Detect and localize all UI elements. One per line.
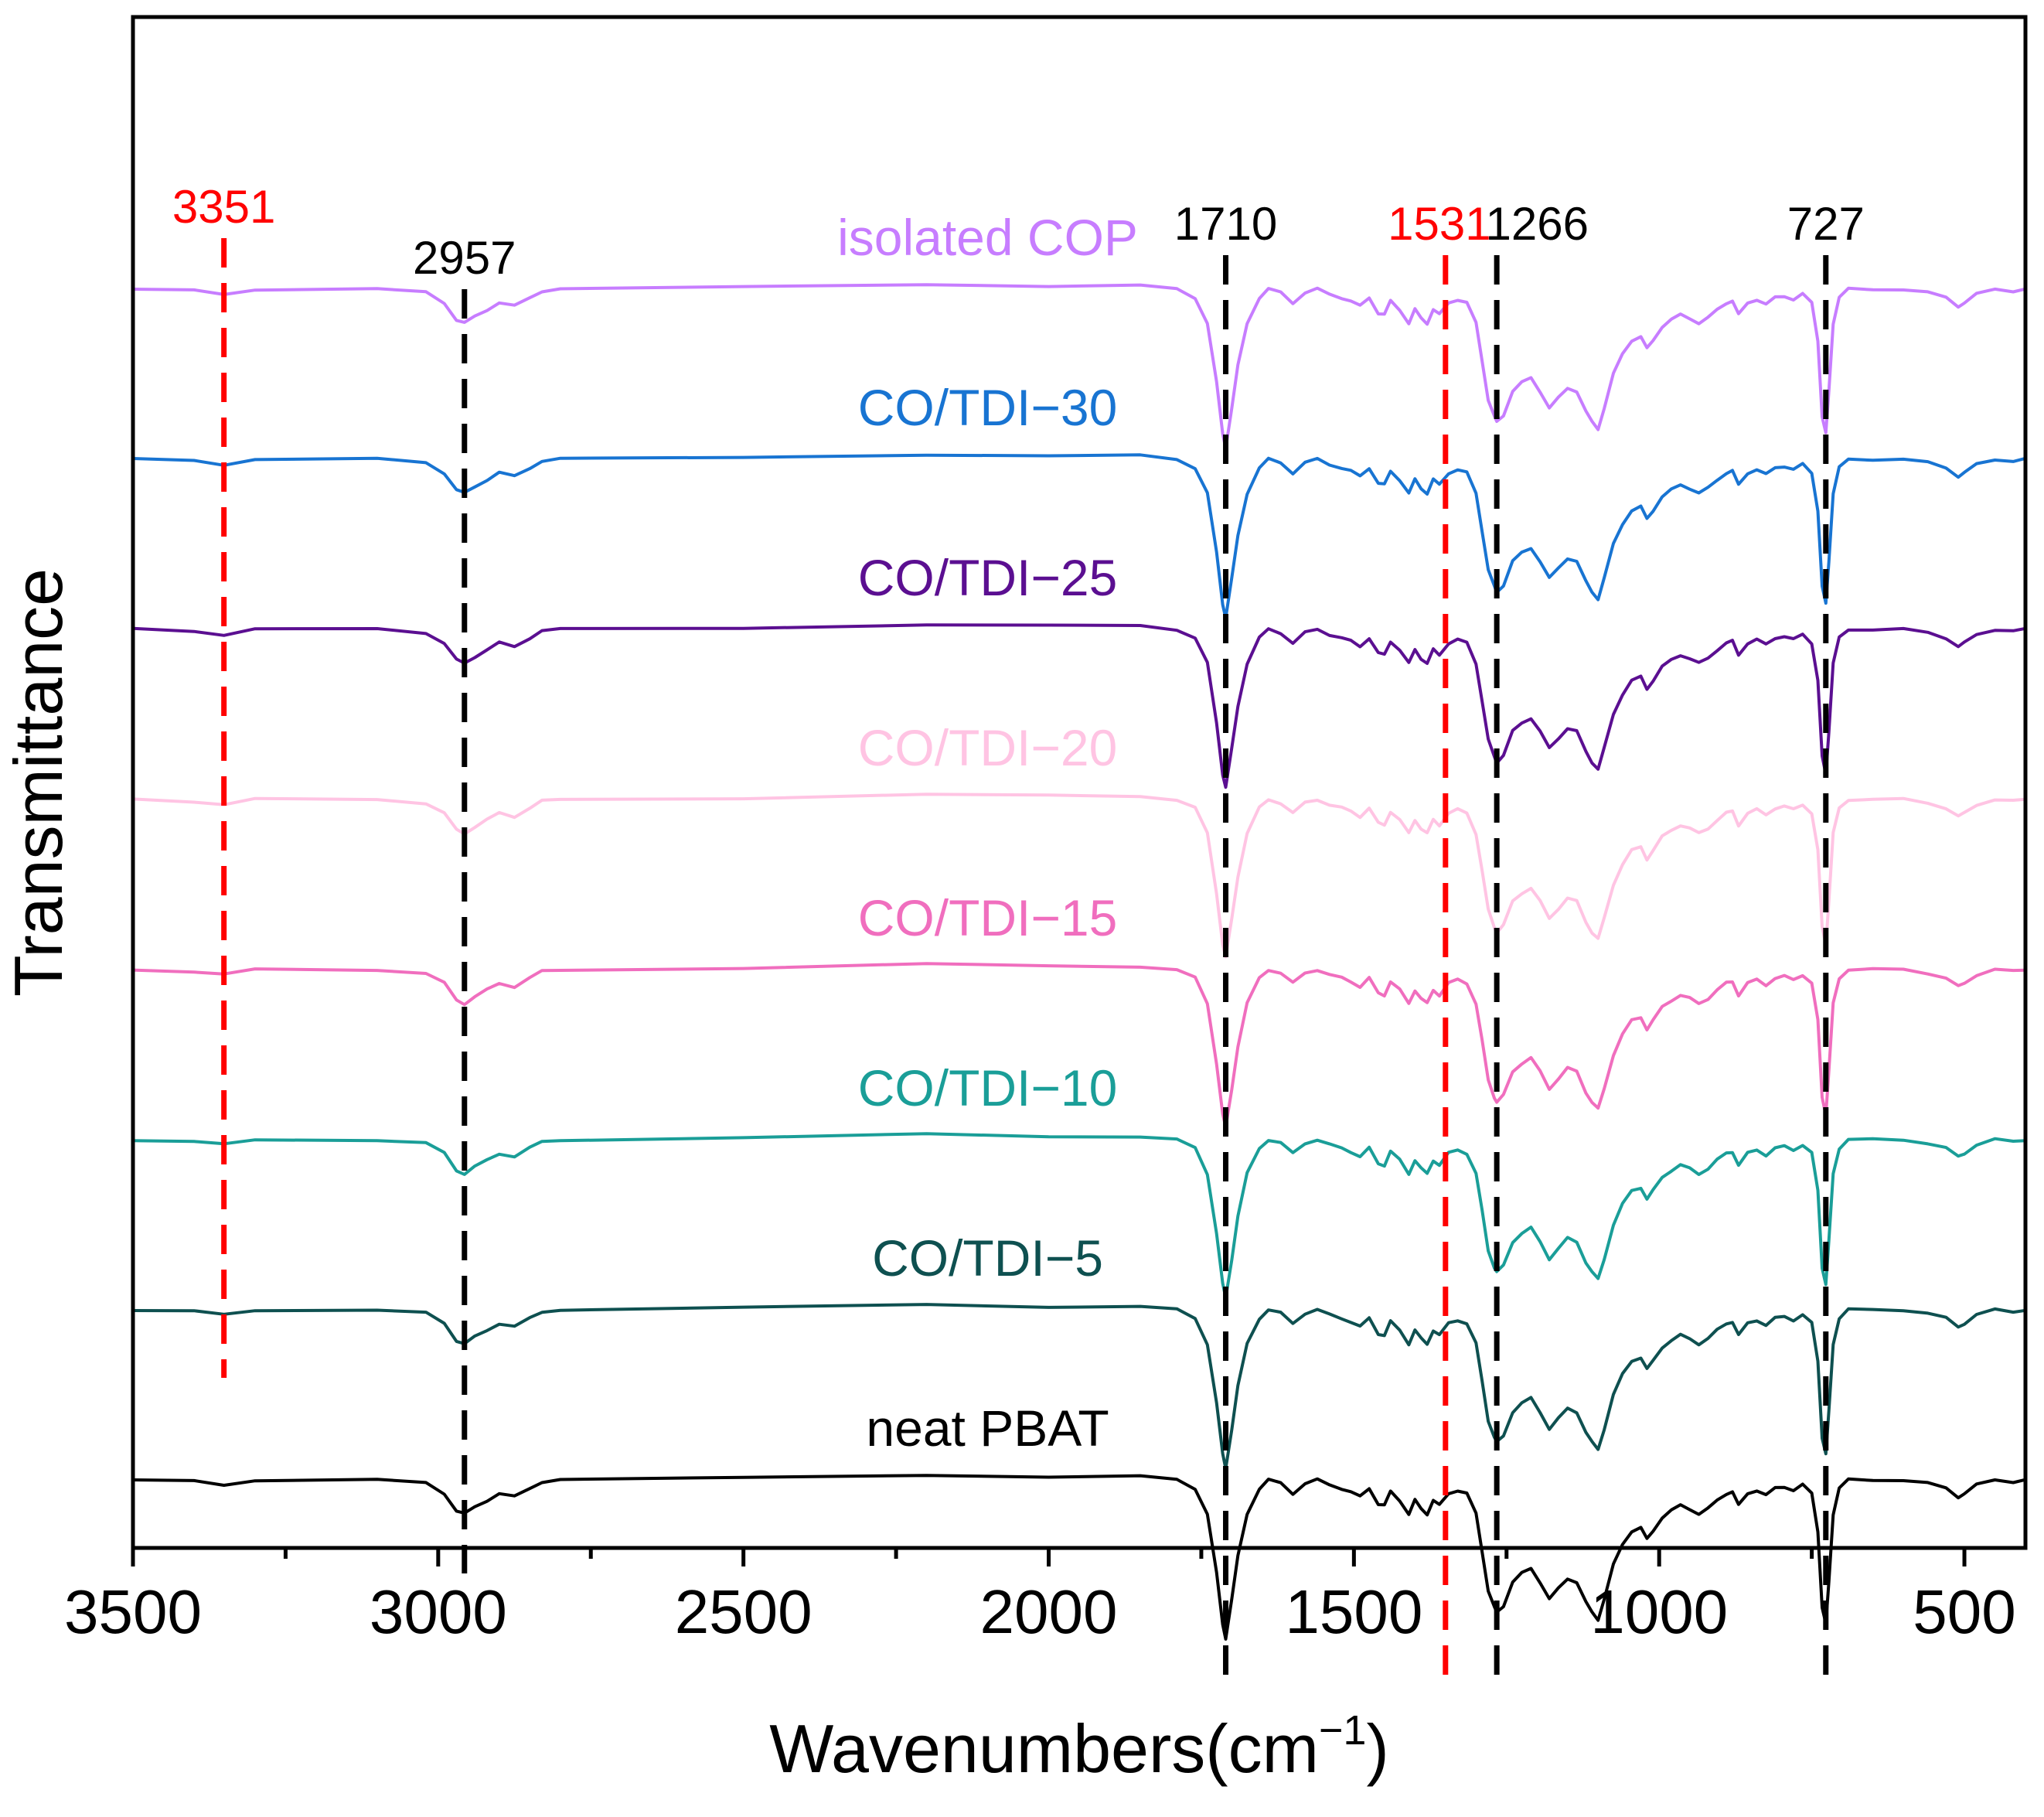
series-line-neat-pbat <box>132 1474 2026 1641</box>
x-tick-label-2000: 2000 <box>980 1577 1118 1646</box>
series-label-co-tdi-15: CO/TDI−15 <box>858 889 1118 946</box>
series-label-co-tdi-10: CO/TDI−10 <box>858 1059 1118 1116</box>
reference-label-1266: 1266 <box>1486 198 1589 250</box>
series-label-isolated-cop: isolated COP <box>837 209 1138 266</box>
reference-label-1531: 1531 <box>1388 198 1490 250</box>
x-axis-label: Wavenumbers(cm−1) <box>769 1707 1389 1787</box>
series-line-co-tdi-30 <box>132 453 2026 620</box>
x-tick-label-2500: 2500 <box>675 1577 812 1646</box>
series-label-co-tdi-5: CO/TDI−5 <box>872 1229 1103 1287</box>
reference-label-2957: 2957 <box>413 232 516 284</box>
x-axis-ticks <box>131 1548 1967 1566</box>
series-label-co-tdi-20: CO/TDI−20 <box>858 719 1118 776</box>
series-label-co-tdi-30: CO/TDI−30 <box>858 379 1118 436</box>
x-tick-label-500: 500 <box>1913 1577 2015 1646</box>
x-tick-label-3000: 3000 <box>370 1577 507 1646</box>
series-label-co-tdi-25: CO/TDI−25 <box>858 549 1118 606</box>
series-line-isolated-cop <box>132 283 2026 450</box>
y-axis-label: Transmittance <box>0 568 77 997</box>
x-axis-label-close: ) <box>1366 1710 1388 1787</box>
x-tick-label-1000: 1000 <box>1590 1577 1728 1646</box>
reference-label-727: 727 <box>1787 198 1865 250</box>
x-tick-label-3500: 3500 <box>64 1577 202 1646</box>
spectrum-curves <box>132 283 2026 1641</box>
series-label-neat-pbat: neat PBAT <box>866 1399 1109 1457</box>
x-axis-tick-labels: 3500 3000 2500 2000 1500 1000 500 <box>64 1577 2016 1646</box>
series-line-co-tdi-25 <box>132 623 2026 789</box>
x-axis-label-main: Wavenumbers(cm <box>769 1710 1319 1787</box>
plot-frame <box>131 15 2028 1550</box>
reference-label-1710: 1710 <box>1174 198 1277 250</box>
series-line-co-tdi-10 <box>132 1132 2026 1300</box>
x-axis-label-superscript: −1 <box>1319 1707 1367 1754</box>
reference-label-3351: 3351 <box>172 181 275 233</box>
series-line-co-tdi-20 <box>132 793 2026 959</box>
series-labels: isolated COP CO/TDI−30 CO/TDI−25 CO/TDI−20 C… <box>837 209 1138 1457</box>
series-line-co-tdi-5 <box>132 1303 2026 1471</box>
reference-lines <box>221 238 1829 1676</box>
series-line-co-tdi-15 <box>132 962 2026 1129</box>
x-tick-label-1500: 1500 <box>1285 1577 1422 1646</box>
